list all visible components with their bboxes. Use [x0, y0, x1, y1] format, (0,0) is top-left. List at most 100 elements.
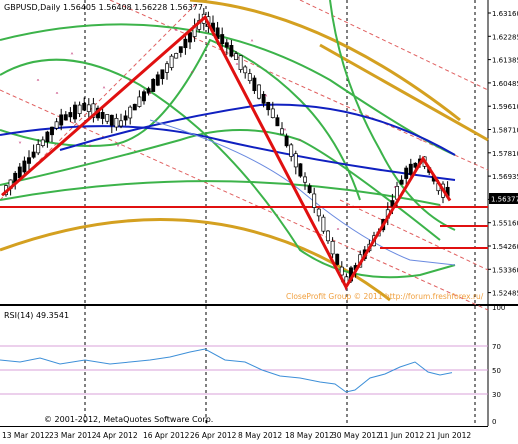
time-tick-label: 30 May 2012	[332, 431, 381, 440]
candle-body	[270, 108, 275, 118]
candle-body	[169, 55, 174, 68]
candlesticks	[4, 8, 450, 287]
candle-body	[151, 78, 156, 92]
candle-body	[275, 117, 280, 127]
candle-body	[132, 103, 137, 111]
candle-body	[174, 53, 179, 59]
candle-body	[243, 66, 248, 74]
candle-body	[229, 45, 234, 57]
price-tick-label: 1.57810	[492, 150, 518, 158]
fractal-up-icon: ˄	[55, 91, 59, 100]
candle-body	[266, 101, 271, 111]
fractal-up-icon: ˄	[36, 78, 40, 87]
time-tick-label: 16 Apr 2012	[143, 431, 190, 440]
fractal-up-icon: ˄	[393, 186, 397, 195]
horizontal-levels	[0, 206, 488, 249]
time-tick-label: 23 Mar 2012	[49, 431, 97, 440]
candle-body	[224, 42, 229, 48]
ohlc-values: 1.56405 1.56408 1.56228 1.56377	[63, 3, 203, 12]
candle-body	[155, 74, 160, 86]
time-tick-label: 21 Jun 2012	[426, 431, 471, 440]
candle-body	[77, 104, 82, 114]
fractal-down-icon: ˅	[88, 144, 92, 153]
candle-body	[50, 126, 54, 136]
price-tick-label: 1.58710	[492, 127, 518, 135]
fractal-markers: ˄˄˄˄˄˄˄˄˄˄˄˄˄˄˄˄˅ ˅ ˅˅˅	[18, 29, 442, 297]
rsi-level-0: 0	[492, 418, 496, 426]
candle-body	[82, 103, 87, 111]
candle-body	[257, 84, 261, 99]
candle-body	[252, 77, 257, 92]
price-tick-label: 1.63160	[492, 10, 518, 18]
rsi-panel[interactable]	[0, 306, 488, 426]
candle-body	[293, 153, 298, 168]
candle-body	[36, 144, 41, 154]
candle-body	[234, 53, 238, 60]
fractal-up-icon: ˄	[190, 70, 194, 79]
candle-body	[73, 104, 77, 120]
candle-body	[390, 200, 395, 207]
symbol-label: GBPUSD,Daily	[4, 3, 61, 12]
fractal-up-icon: ˄	[283, 128, 287, 137]
rsi-level-70: 70	[492, 343, 501, 351]
candle-body	[399, 179, 404, 185]
fractal-up-icon: ˄	[264, 94, 268, 103]
candle-body	[247, 73, 252, 82]
candle-body	[183, 38, 188, 49]
candle-body	[280, 128, 284, 135]
candle-body	[160, 69, 165, 80]
fractal-up-icon: ˄	[174, 29, 178, 38]
price-tick-label: 1.56935	[492, 173, 518, 181]
period-separators	[84, 0, 476, 426]
candle-body	[128, 106, 133, 119]
candle-body	[404, 167, 409, 179]
candle-body	[63, 114, 68, 121]
candle-body	[68, 112, 73, 118]
time-tick-label: 4 Apr 2012	[96, 431, 138, 440]
fractal-up-icon: ˄	[336, 228, 340, 237]
current-price-value: 1.56377	[491, 196, 518, 204]
candle-body	[413, 162, 418, 168]
candle-body	[316, 208, 321, 217]
fractal-down-icon: ˅	[438, 204, 442, 213]
time-axis: 13 Mar 2012 23 Mar 2012 4 Apr 2012 16 Apr 2…	[2, 431, 471, 440]
candle-body	[312, 193, 317, 208]
candle-body	[17, 166, 22, 179]
price-tick-label: 1.54260	[492, 243, 518, 251]
candle-body	[307, 185, 312, 193]
price-tick-label: 1.61385	[492, 57, 518, 65]
fractal-up-icon: ˄	[298, 139, 302, 148]
candle-body	[123, 115, 128, 121]
current-price-tag	[489, 193, 518, 204]
candle-body	[339, 266, 344, 276]
time-tick-label: 13 Mar 2012	[2, 431, 50, 440]
fractal-up-icon: ˄	[235, 63, 239, 72]
candle-body	[408, 163, 413, 175]
candle-body	[142, 91, 146, 102]
time-tick-label: 11 Jun 2012	[379, 431, 424, 440]
candle-body	[289, 144, 294, 157]
candle-body	[109, 114, 114, 126]
candle-body	[91, 103, 96, 118]
price-tick-label: 1.60485	[492, 80, 518, 88]
rsi-level-100: 100	[492, 304, 505, 312]
fractal-down-icon: ˅	[344, 288, 348, 297]
candle-body	[238, 55, 243, 71]
fractal-up-icon: ˄	[102, 86, 106, 95]
candle-body	[146, 88, 151, 94]
candle-body	[54, 121, 59, 129]
rsi-level-50: 50	[492, 367, 501, 375]
price-tick-label: 1.59610	[492, 103, 518, 111]
rsi-line	[0, 348, 453, 393]
time-tick-label: 8 May 2012	[238, 431, 282, 440]
rsi-level-lines	[0, 345, 488, 395]
fractal-down-icon: ˅	[18, 141, 22, 150]
candle-body	[119, 120, 123, 127]
fractal-down-icon: ˅	[116, 144, 120, 153]
price-panel[interactable]	[0, 0, 488, 304]
rsi-level-30: 30	[492, 391, 501, 399]
candle-body	[284, 135, 289, 147]
candle-body	[220, 34, 225, 45]
candle-body	[165, 63, 169, 73]
